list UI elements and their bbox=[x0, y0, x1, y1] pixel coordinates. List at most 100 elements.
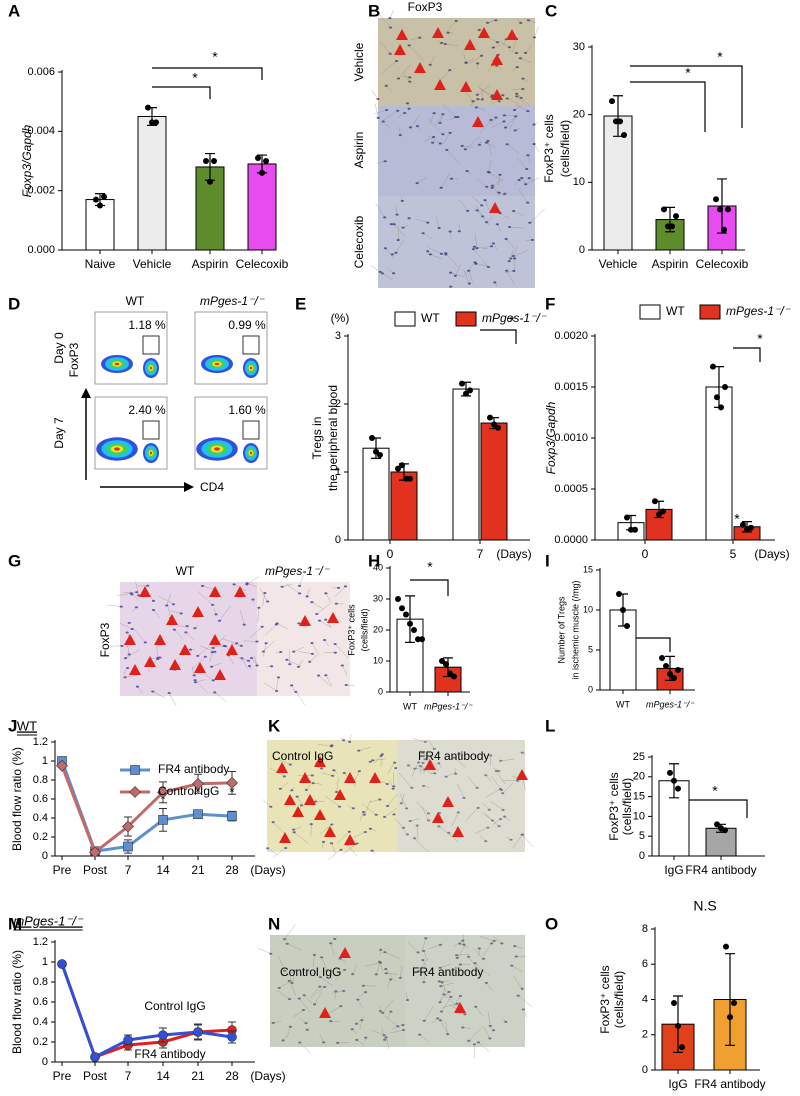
nucleus bbox=[477, 28, 481, 31]
nucleus bbox=[329, 942, 333, 945]
y-tick-label: 30 bbox=[373, 593, 383, 603]
nucleus bbox=[524, 183, 528, 186]
y-tick-label: 15 bbox=[633, 791, 645, 803]
cell-border bbox=[389, 9, 394, 19]
micrograph bbox=[378, 106, 535, 196]
cell-border bbox=[356, 1039, 365, 1046]
micrograph bbox=[120, 582, 257, 696]
image-title: FoxP3 bbox=[408, 0, 443, 14]
nucleus bbox=[151, 690, 155, 693]
cell-border bbox=[489, 755, 491, 767]
nucleus bbox=[436, 1017, 440, 1020]
cell-border bbox=[479, 936, 495, 942]
nucleus bbox=[438, 966, 442, 969]
cell-border bbox=[384, 808, 397, 818]
cell-border bbox=[514, 104, 523, 111]
data-point bbox=[624, 514, 630, 521]
cell-border bbox=[262, 592, 266, 607]
nucleus bbox=[437, 762, 441, 765]
x-tick-label: Post bbox=[83, 1069, 108, 1083]
cell-border bbox=[533, 143, 540, 153]
cell-border bbox=[284, 924, 296, 940]
cell-border bbox=[330, 943, 335, 955]
cell-border bbox=[453, 757, 467, 768]
y-tick-label: 0.0005 bbox=[554, 483, 588, 495]
nucleus bbox=[396, 239, 400, 242]
data-point bbox=[211, 158, 217, 164]
cell-border bbox=[442, 104, 456, 118]
nucleus bbox=[242, 623, 246, 626]
cell-border bbox=[520, 58, 532, 63]
nucleus bbox=[505, 269, 509, 272]
cell-border bbox=[488, 159, 492, 173]
data-point bbox=[663, 663, 669, 669]
gate-percent: 2.40 % bbox=[128, 403, 166, 417]
nucleus bbox=[486, 139, 490, 142]
cell-border bbox=[358, 747, 371, 751]
data-point bbox=[399, 462, 405, 469]
cell-border bbox=[509, 116, 516, 130]
data-point bbox=[487, 414, 493, 421]
cell-border bbox=[476, 107, 486, 111]
nucleus bbox=[151, 599, 156, 602]
data-point bbox=[263, 158, 269, 164]
cell-border bbox=[465, 807, 479, 821]
y-tick-label: 40 bbox=[373, 562, 383, 572]
nucleus bbox=[378, 798, 382, 801]
legend-label: mPges-1⁻/⁻ bbox=[482, 311, 548, 325]
cell-border bbox=[125, 649, 141, 659]
cell-border bbox=[446, 772, 457, 777]
row-label: Celecoxib bbox=[352, 215, 366, 268]
y-tick-label: 0.6 bbox=[33, 793, 48, 805]
marker-arrowhead bbox=[452, 826, 464, 837]
nucleus bbox=[281, 1039, 285, 1042]
y-tick-label: 4 bbox=[642, 993, 648, 1005]
cell-border bbox=[354, 770, 360, 781]
nucleus bbox=[460, 144, 464, 147]
column-label: WT bbox=[126, 294, 145, 308]
nucleus bbox=[380, 753, 384, 756]
cell-border bbox=[285, 583, 300, 594]
cell-border bbox=[521, 177, 527, 185]
cell-border bbox=[384, 1015, 399, 1027]
cell-border bbox=[195, 679, 207, 683]
cell-border bbox=[237, 657, 249, 662]
cell-border bbox=[479, 835, 486, 842]
micrograph bbox=[270, 935, 405, 1047]
cell-border bbox=[407, 942, 419, 953]
nucleus bbox=[263, 592, 267, 595]
cell-border bbox=[493, 936, 503, 944]
nucleus bbox=[283, 969, 287, 972]
nucleus bbox=[492, 939, 496, 942]
cell-border bbox=[490, 121, 505, 129]
nucleus bbox=[452, 756, 456, 759]
data-point bbox=[226, 776, 238, 789]
cell-border bbox=[287, 943, 302, 951]
cell-border bbox=[387, 762, 395, 775]
cell-border bbox=[468, 1026, 484, 1041]
nucleus bbox=[120, 644, 124, 647]
nucleus bbox=[521, 1008, 525, 1011]
cell-border bbox=[352, 964, 358, 975]
cell-border bbox=[386, 979, 391, 988]
nucleus bbox=[324, 674, 328, 677]
cell-border bbox=[316, 603, 331, 615]
annotation: * bbox=[427, 559, 433, 575]
nucleus bbox=[211, 647, 215, 650]
cell-border bbox=[267, 847, 277, 855]
nucleus bbox=[431, 141, 435, 144]
nucleus bbox=[213, 691, 217, 694]
nucleus bbox=[401, 826, 406, 829]
cell-border bbox=[463, 934, 465, 945]
cell-border bbox=[438, 826, 453, 837]
y-tick-label: 0 bbox=[42, 1056, 48, 1068]
data-point bbox=[675, 667, 681, 673]
nucleus bbox=[512, 257, 517, 260]
nucleus bbox=[246, 659, 251, 662]
nucleus bbox=[343, 585, 348, 588]
data-point bbox=[227, 1032, 237, 1042]
nucleus bbox=[322, 1041, 326, 1044]
nucleus bbox=[290, 789, 294, 792]
cell-border bbox=[357, 999, 363, 1008]
nucleus bbox=[504, 1020, 508, 1023]
